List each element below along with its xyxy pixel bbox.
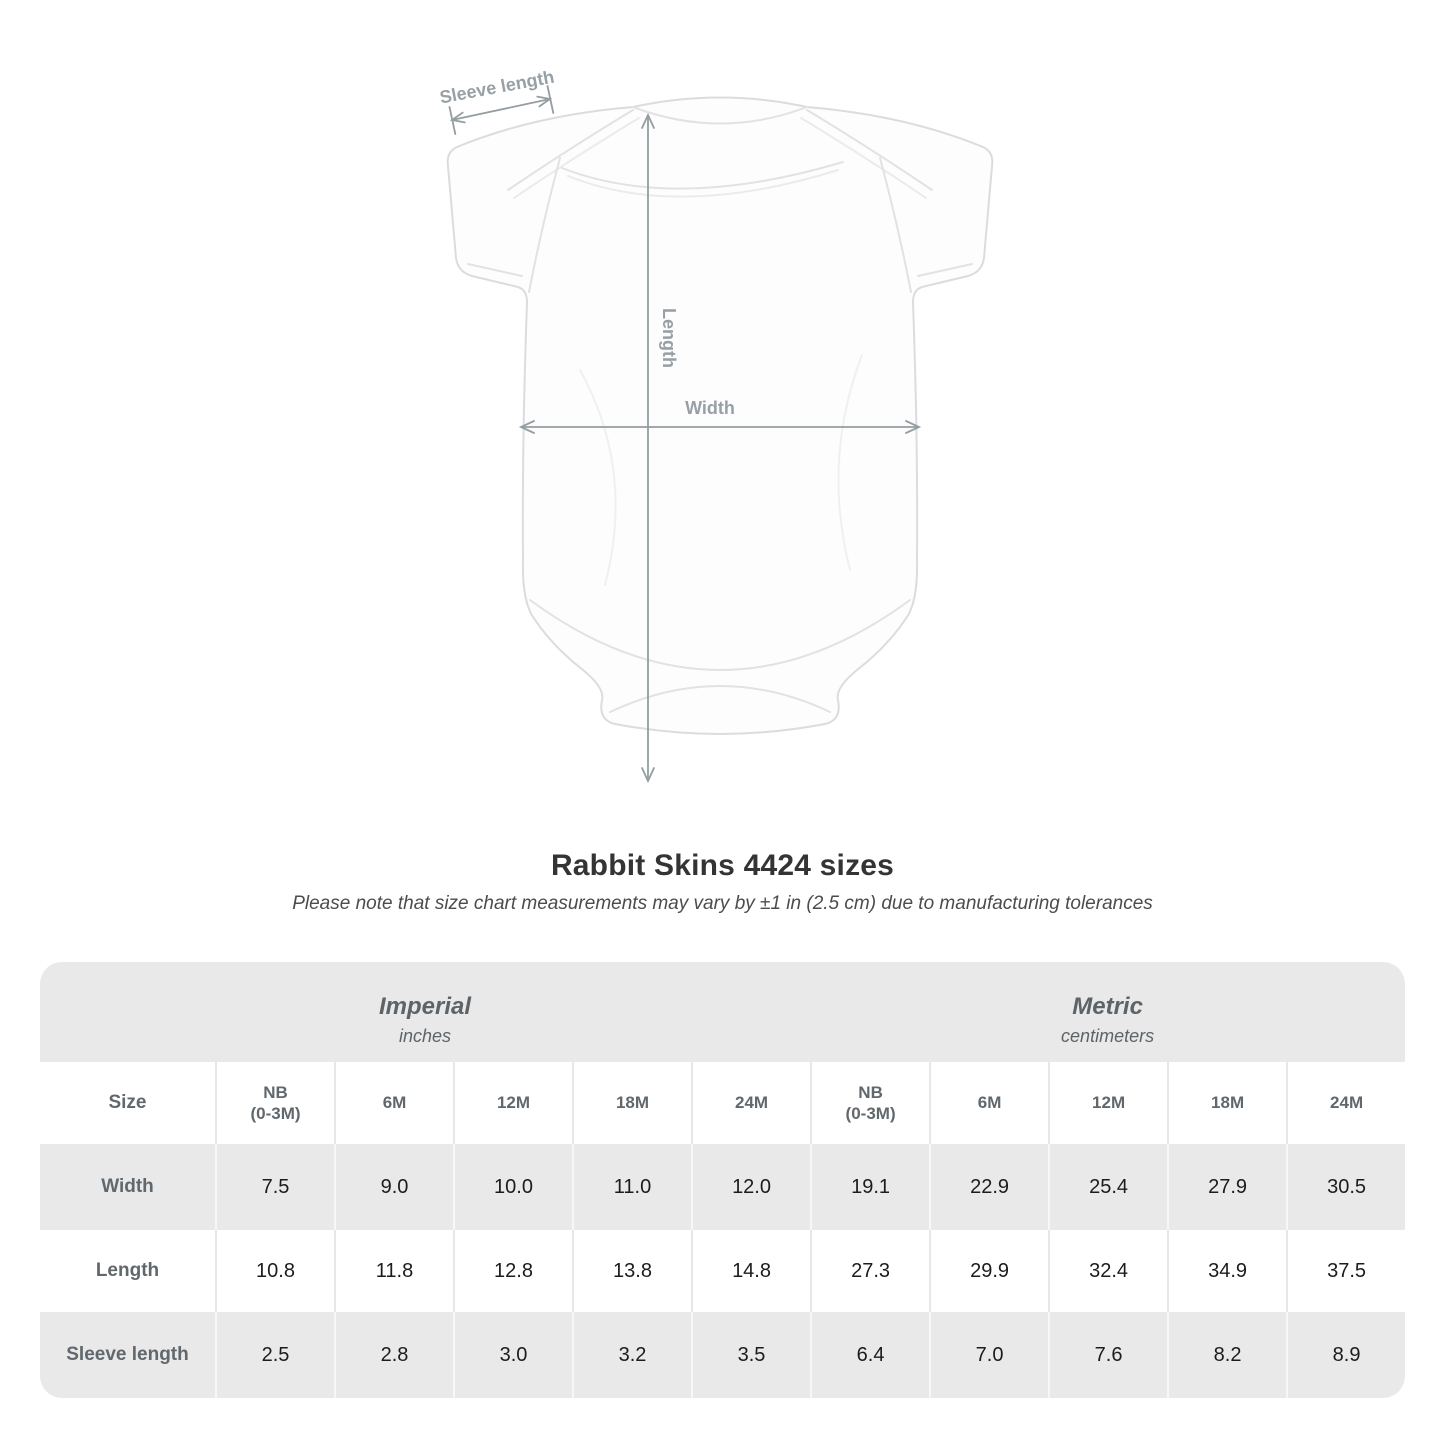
imperial-title: Imperial: [379, 993, 472, 1020]
row-label-width: Width: [101, 1176, 154, 1197]
row-label-length: Length: [95, 1260, 160, 1281]
measurement-arrows: [448, 85, 922, 784]
col-header-nb-metric: NB (0-3M): [810, 1062, 929, 1144]
sleeve-length-arrow: [448, 85, 555, 135]
col-header-nb-imperial: NB (0-3M): [215, 1062, 334, 1144]
col-header-24m-metric: 24M: [1286, 1062, 1405, 1144]
width-12m-imperial: 10.0: [453, 1144, 572, 1230]
sleeve-6m-metric: 7.0: [929, 1312, 1048, 1398]
sleeve-nb-imperial: 2.5: [215, 1312, 334, 1398]
width-diagram-label: Width: [685, 398, 735, 418]
garment-diagram: Sleeve length Length Width: [410, 40, 1030, 830]
tolerance-note: Please note that size chart measurements…: [292, 893, 1153, 914]
onesie-illustration: Sleeve length Length Width: [438, 67, 994, 784]
unit-group-row: Imperial inches Metric centimeters: [40, 962, 1406, 1062]
width-6m-metric: 22.9: [929, 1144, 1048, 1230]
col-header-6m-imperial: 6M: [334, 1062, 453, 1144]
onesie-seam-details: [467, 106, 973, 713]
sleeve-12m-imperial: 3.0: [453, 1312, 572, 1398]
width-18m-imperial: 11.0: [572, 1144, 691, 1230]
sleeve-12m-metric: 7.6: [1048, 1312, 1167, 1398]
sleeve-nb-metric: 6.4: [810, 1312, 929, 1398]
col-header-18m-imperial: 18M: [572, 1062, 691, 1144]
row-label-sleeve-length: Sleeve length: [66, 1344, 189, 1365]
width-24m-metric: 30.5: [1286, 1144, 1405, 1230]
length-diagram-label: Length: [659, 308, 679, 368]
size-header-row: Size NB (0-3M) 6M 12M 18M 24M NB (0-3M) …: [40, 1062, 1406, 1144]
metric-title: Metric: [1072, 993, 1143, 1020]
sleeve-24m-imperial: 3.5: [691, 1312, 810, 1398]
col-header-12m-metric: 12M: [1048, 1062, 1167, 1144]
onesie-silhouette: [446, 96, 994, 735]
width-18m-metric: 27.9: [1167, 1144, 1286, 1230]
sleeve-24m-metric: 8.9: [1286, 1312, 1405, 1398]
metric-unit: centimeters: [1061, 1026, 1155, 1046]
width-nb-metric: 19.1: [810, 1144, 929, 1230]
nb-bottom: (0-3M): [845, 1104, 896, 1123]
metric-group-header: Metric centimeters: [810, 962, 1406, 1062]
imperial-unit: inches: [399, 1026, 452, 1046]
length-18m-metric: 34.9: [1167, 1230, 1286, 1312]
length-24m-metric: 37.5: [1286, 1230, 1405, 1312]
sleeve-6m-imperial: 2.8: [334, 1312, 453, 1398]
length-6m-metric: 29.9: [929, 1230, 1048, 1312]
page-title: Rabbit Skins 4424 sizes: [550, 849, 895, 882]
imperial-group-header: Imperial inches: [40, 962, 811, 1062]
col-header-24m-imperial: 24M: [691, 1062, 810, 1144]
col-header-18m-metric: 18M: [1167, 1062, 1286, 1144]
sleeve-18m-metric: 8.2: [1167, 1312, 1286, 1398]
length-6m-imperial: 11.8: [334, 1230, 453, 1312]
length-nb-metric: 27.3: [810, 1230, 929, 1312]
length-12m-metric: 32.4: [1048, 1230, 1167, 1312]
width-24m-imperial: 12.0: [691, 1144, 810, 1230]
col-header-6m-metric: 6M: [929, 1062, 1048, 1144]
nb-bottom: (0-3M): [250, 1104, 301, 1123]
sleeve-length-row: Sleeve length 2.5 2.8 3.0 3.2 3.5 6.4 7.…: [40, 1312, 1406, 1398]
sleeve-18m-imperial: 3.2: [572, 1312, 691, 1398]
length-nb-imperial: 10.8: [215, 1230, 334, 1312]
width-arrow: [518, 420, 922, 434]
length-18m-imperial: 13.8: [572, 1230, 691, 1312]
length-12m-imperial: 12.8: [453, 1230, 572, 1312]
width-row: Width 7.5 9.0 10.0 11.0 12.0 19.1 22.9 2…: [40, 1144, 1406, 1230]
col-header-12m-imperial: 12M: [453, 1062, 572, 1144]
width-12m-metric: 25.4: [1048, 1144, 1167, 1230]
length-24m-imperial: 14.8: [691, 1230, 810, 1312]
length-row: Length 10.8 11.8 12.8 13.8 14.8 27.3 29.…: [40, 1230, 1406, 1312]
size-table: Imperial inches Metric centimeters Size …: [40, 962, 1406, 1398]
width-nb-imperial: 7.5: [215, 1144, 334, 1230]
size-corner-label: Size: [108, 1092, 147, 1113]
nb-top: NB: [858, 1082, 883, 1102]
length-arrow: [641, 112, 655, 784]
nb-top: NB: [263, 1082, 288, 1102]
width-6m-imperial: 9.0: [334, 1144, 453, 1230]
